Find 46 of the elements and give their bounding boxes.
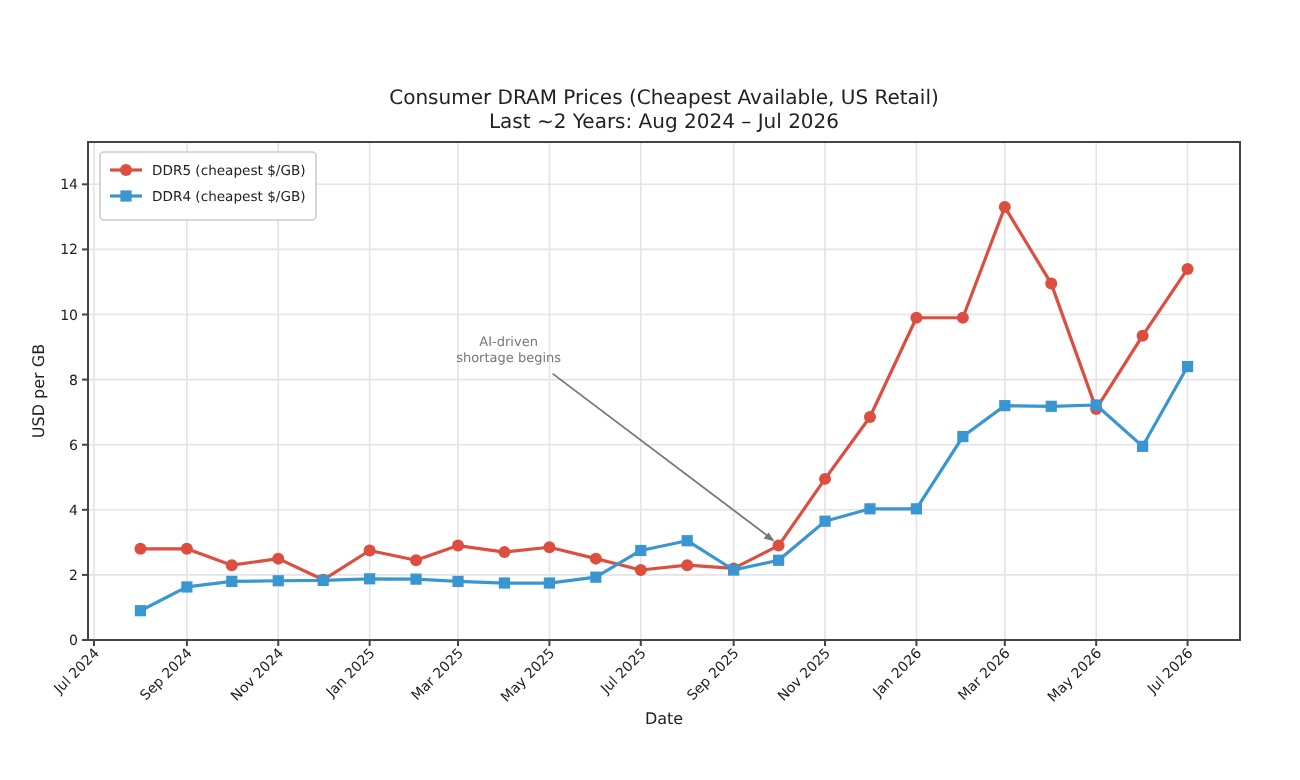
point [819,515,831,527]
point [681,559,694,572]
point [634,564,647,577]
point [864,503,876,515]
point [363,544,376,557]
point [681,535,693,547]
point [180,542,193,555]
point [635,544,647,557]
point [1137,440,1149,452]
point [772,539,785,552]
point [410,554,423,567]
point [590,571,602,583]
point [452,575,464,588]
chart-subtitle: Last ~2 Years: Aug 2024 – Jul 2026 [488,112,840,134]
point [999,400,1011,412]
point [498,546,511,559]
point [543,577,555,589]
point [272,575,284,587]
point [1045,277,1058,290]
point [1045,400,1057,412]
point [998,201,1011,214]
point [543,541,556,554]
point [589,552,602,565]
point [134,542,147,555]
point [226,575,238,588]
point [1136,329,1149,342]
point [225,559,238,572]
point [1181,262,1194,275]
point [410,573,422,585]
chart-title: Consumer DRAM Prices (Cheapest Available, US Retail) [389,88,939,110]
point [957,430,969,443]
point [181,581,193,593]
point [819,472,832,485]
point [134,605,147,617]
y-axis-title: USD per GB [30,343,48,439]
point [910,503,923,515]
point [498,577,511,589]
point [364,573,376,585]
point [272,552,285,565]
x-axis-title: Date [644,710,684,728]
point [910,311,923,324]
point [773,554,785,566]
point [956,311,969,324]
point [452,539,465,552]
point [1181,360,1194,373]
point [863,411,876,424]
